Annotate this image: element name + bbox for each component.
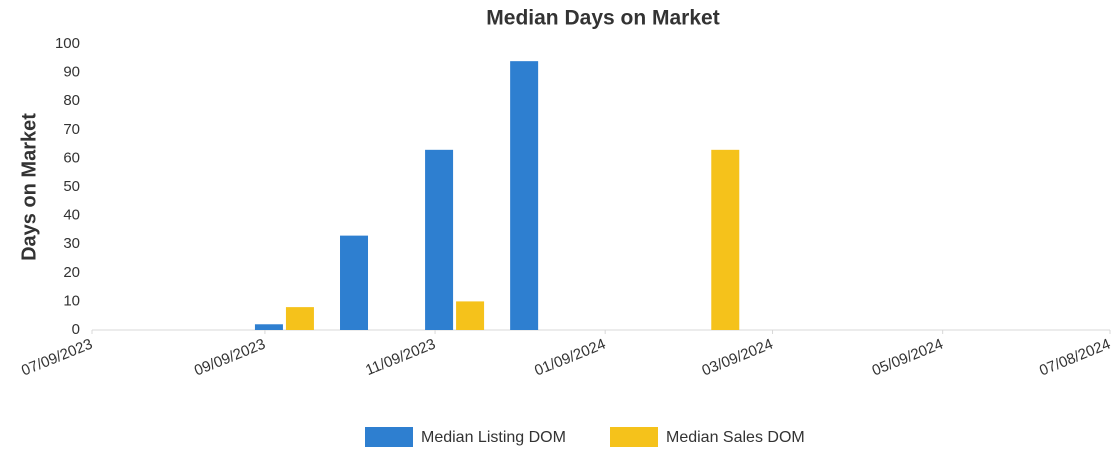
bar — [285, 307, 314, 330]
y-tick-label: 60 — [63, 149, 80, 166]
x-tick-label: 03/09/2024 — [700, 336, 776, 380]
y-tick-label: 20 — [63, 264, 80, 281]
x-tick-label: 09/09/2023 — [192, 336, 268, 380]
y-tick-label: 50 — [63, 178, 80, 195]
y-tick-label: 10 — [63, 292, 80, 309]
bar — [425, 149, 454, 330]
bar — [711, 149, 740, 330]
x-tick-label: 01/09/2024 — [532, 336, 608, 380]
y-axis-label: Days on Market — [18, 113, 40, 261]
bar — [456, 301, 485, 330]
y-tick-label: 90 — [63, 64, 80, 81]
x-tick-label: 11/09/2023 — [363, 336, 438, 379]
bar — [340, 235, 369, 330]
y-tick-label: 30 — [63, 235, 80, 252]
legend-label: Median Sales DOM — [666, 429, 805, 446]
chart-title: Median Days on Market — [486, 7, 719, 30]
legend-swatch — [610, 427, 658, 447]
y-tick-label: 100 — [55, 35, 80, 52]
y-tick-label: 40 — [63, 207, 80, 224]
bar — [254, 324, 283, 330]
y-tick-label: 70 — [63, 121, 80, 138]
x-tick-label: 07/09/2023 — [19, 336, 95, 380]
bar — [510, 61, 539, 330]
legend-label: Median Listing DOM — [421, 429, 566, 446]
y-tick-label: 0 — [72, 321, 80, 338]
y-tick-label: 80 — [63, 92, 80, 109]
x-tick-label: 07/08/2024 — [1037, 336, 1113, 380]
legend-swatch — [365, 427, 413, 447]
x-tick-label: 05/09/2024 — [870, 336, 946, 380]
